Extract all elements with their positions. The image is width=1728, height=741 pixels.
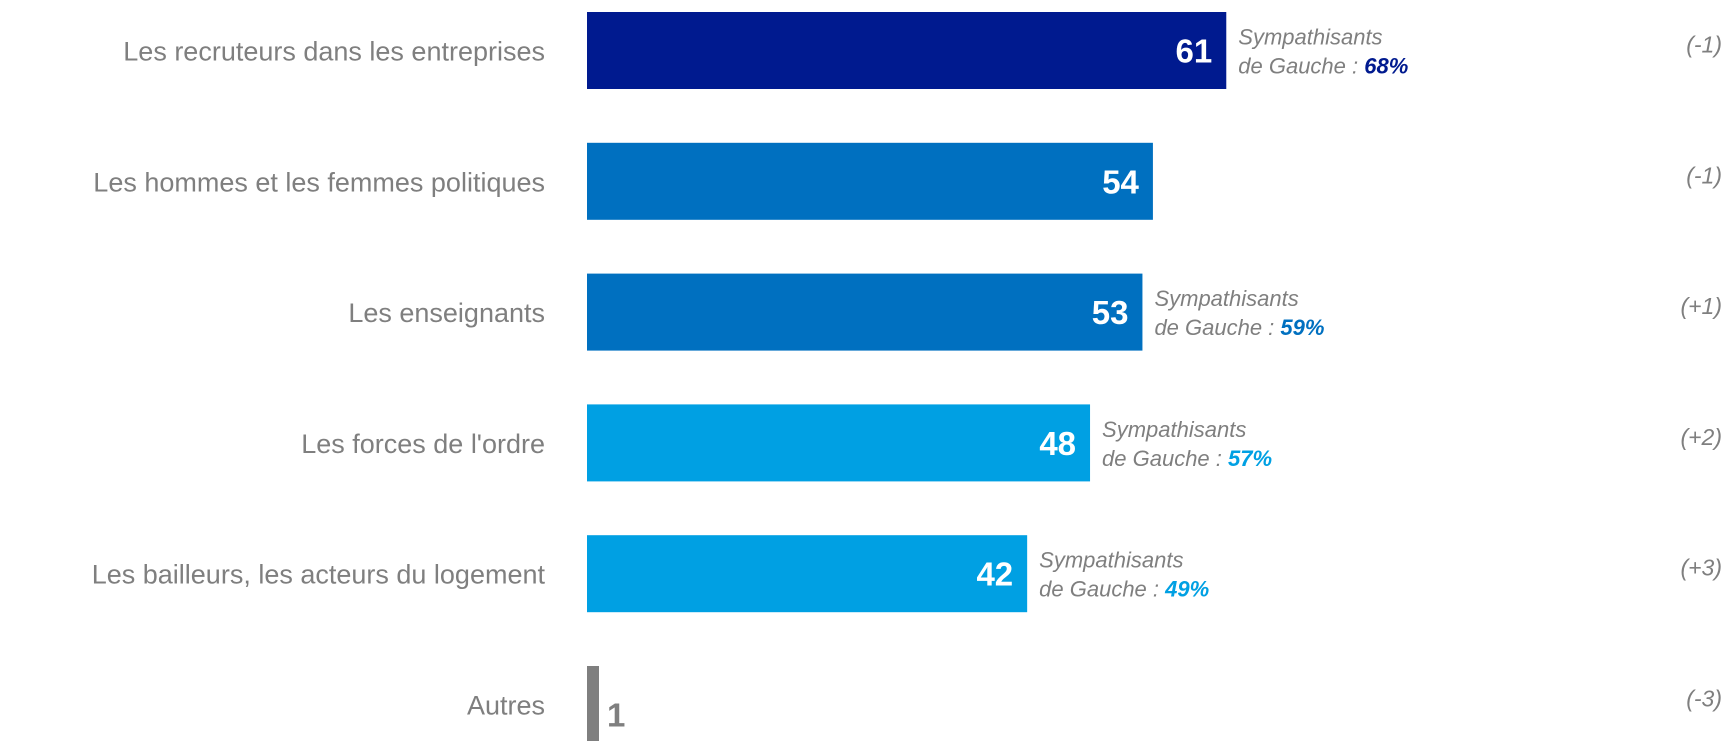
category-label: Les recruteurs dans les entreprises (123, 37, 545, 67)
delta-label: (-3) (1686, 686, 1722, 712)
delta-label: (+3) (1680, 555, 1722, 581)
annotation-line1: Sympathisants (1102, 417, 1246, 442)
annotation-line1: Sympathisants (1238, 25, 1382, 50)
annotation-value: 68% (1364, 54, 1408, 79)
category-label: Les bailleurs, les acteurs du logement (92, 560, 546, 590)
annotation-line1: Sympathisants (1039, 548, 1183, 573)
bar (587, 142, 1153, 220)
annotation-value: 59% (1280, 315, 1324, 340)
value-label: 61 (1176, 33, 1213, 70)
annotation-line2: de Gauche : 49% (1039, 577, 1209, 602)
bar (587, 404, 1091, 482)
category-label: Les hommes et les femmes politiques (93, 167, 545, 197)
value-label: 1 (607, 697, 625, 734)
bar (587, 12, 1227, 89)
category-label: Les enseignants (348, 298, 545, 328)
bar (587, 273, 1143, 351)
bar (587, 535, 1028, 613)
bar (587, 666, 599, 741)
delta-label: (-1) (1686, 162, 1722, 188)
category-label: Les forces de l'ordre (301, 429, 545, 459)
annotation-prefix: de Gauche : (1238, 54, 1364, 79)
annotation-line1: Sympathisants (1154, 286, 1298, 311)
annotation-prefix: de Gauche : (1154, 315, 1280, 340)
annotation-value: 57% (1228, 446, 1272, 471)
annotation-prefix: de Gauche : (1102, 446, 1228, 471)
delta-label: (+1) (1680, 293, 1722, 319)
value-label: 48 (1039, 425, 1076, 462)
category-label: Autres (467, 691, 545, 721)
annotation-value: 49% (1164, 577, 1209, 602)
value-label: 42 (976, 556, 1013, 593)
delta-label: (+2) (1680, 424, 1722, 450)
annotation-line2: de Gauche : 59% (1154, 315, 1324, 340)
annotation-line2: de Gauche : 57% (1102, 446, 1272, 471)
annotation-line2: de Gauche : 68% (1238, 54, 1408, 79)
delta-label: (-1) (1686, 32, 1722, 58)
value-label: 53 (1092, 294, 1129, 331)
value-label: 54 (1102, 163, 1139, 200)
annotation-prefix: de Gauche : (1039, 577, 1165, 602)
